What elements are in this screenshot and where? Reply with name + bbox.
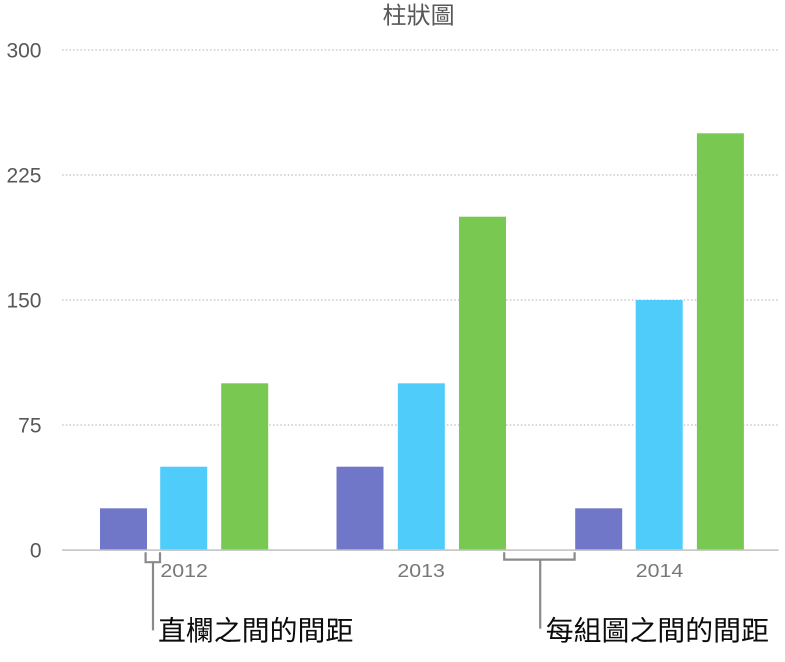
svg-text:75: 75 <box>18 415 41 438</box>
svg-text:0: 0 <box>30 540 42 563</box>
svg-text:225: 225 <box>6 165 41 188</box>
svg-text:150: 150 <box>6 290 41 313</box>
svg-text:2014: 2014 <box>636 560 684 581</box>
svg-text:2013: 2013 <box>397 560 445 581</box>
svg-text:300: 300 <box>6 40 41 63</box>
svg-text:2012: 2012 <box>160 560 208 581</box>
